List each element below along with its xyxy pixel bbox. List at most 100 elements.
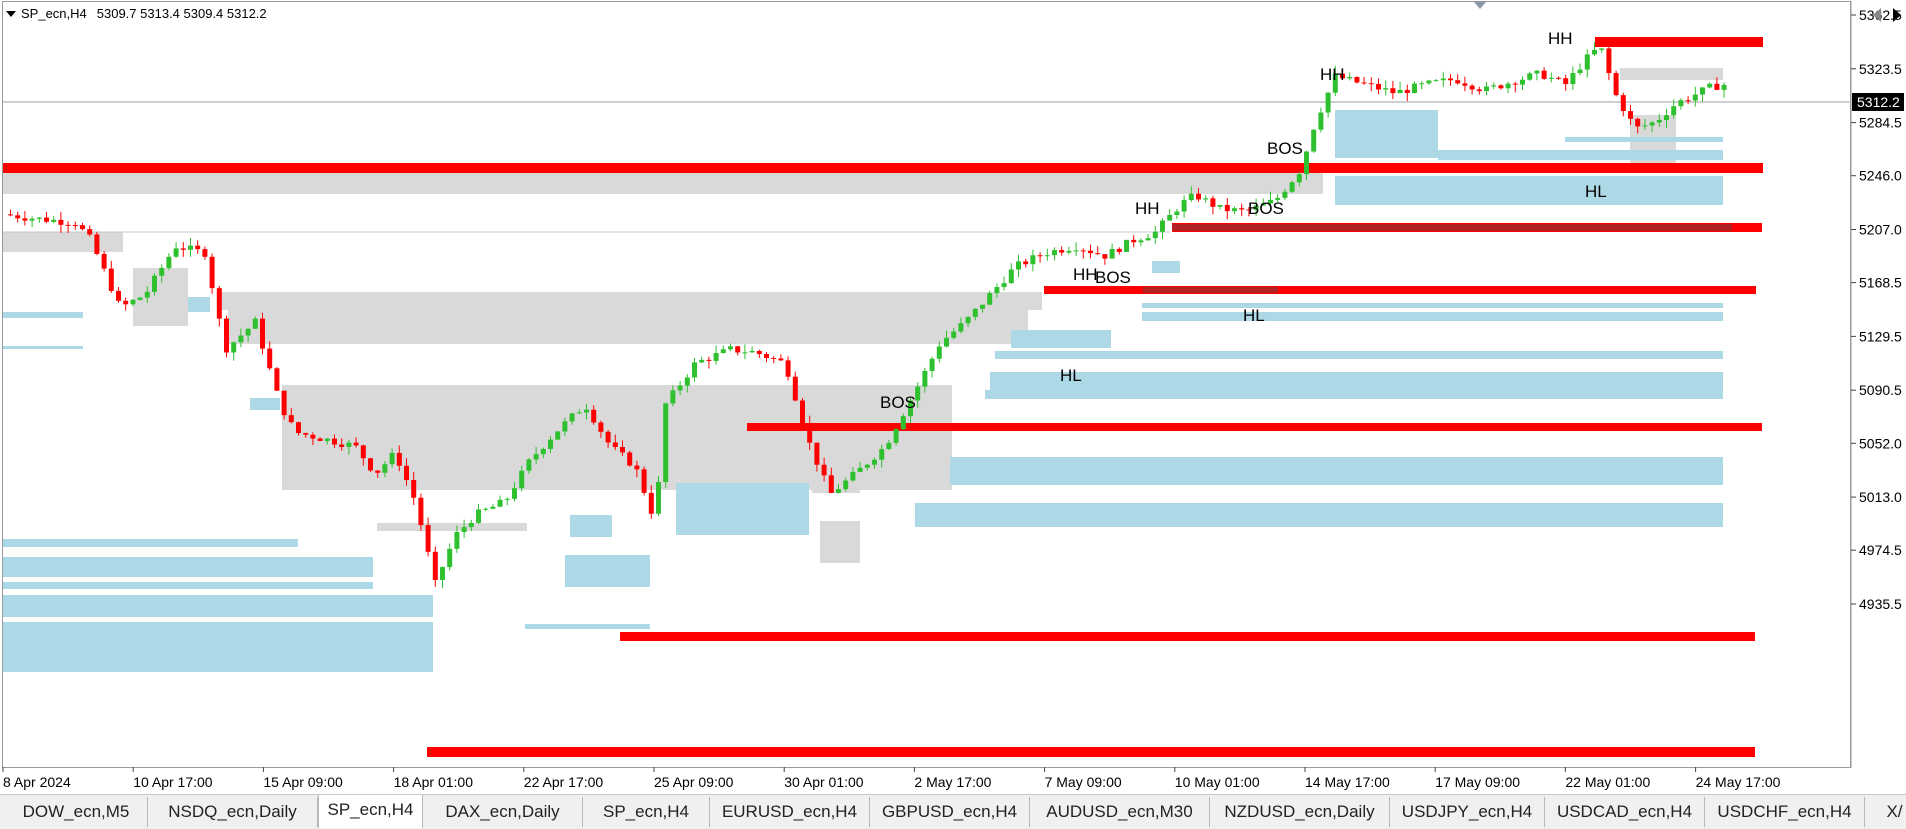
structure-level [1044,286,1756,294]
demand-zone [3,595,433,617]
candle-body [504,498,510,500]
candle-body [1404,89,1410,93]
candle-body [1448,78,1453,81]
price-tick-label: 5052.0 [1859,435,1902,451]
candle-body [1613,73,1619,96]
candle-body [584,409,589,413]
candle-body [339,444,345,448]
menu-triangle-icon[interactable] [6,10,16,17]
demand-zone [985,390,1723,399]
candle-body [987,293,993,305]
tab-usdchf-ecn-h4[interactable]: USDCHF_ecn,H4 [1705,797,1865,827]
tab-audusd-ecn-m30[interactable]: AUDUSD_ecn,M30 [1030,797,1210,827]
tab-eurusd-ecn-h4[interactable]: EURUSD_ecn,H4 [710,797,870,827]
candle-body [1635,118,1641,127]
candle-body [1563,78,1569,85]
candle-body [1390,88,1396,94]
time-tick-label: 24 May 17:00 [1696,774,1781,790]
candle-body [1095,253,1101,255]
structure-level [3,163,1763,173]
structure-label-bos: BOS [1267,139,1303,158]
price-tick-label: 5168.5 [1859,275,1902,291]
candle-body [576,412,582,414]
candle-body [36,217,42,219]
tab-scroll-right-icon[interactable] [1893,8,1901,22]
tab-gbpusd-ecn-h4[interactable]: GBPUSD_ecn,H4 [870,797,1030,827]
candle-body [454,531,460,549]
supply-zone [820,521,860,563]
candle-body [209,256,215,289]
demand-zone [3,539,298,547]
candle-body [108,268,114,291]
current-price-label: 5312.2 [1857,94,1900,110]
candle-body [620,446,625,453]
candle-body [1131,239,1137,243]
candle-body [180,248,186,250]
candle-body [1037,255,1043,257]
candle-body [310,434,316,439]
candle-body [1203,198,1209,200]
candle-body [317,438,323,441]
candle-body [900,416,906,430]
candle-body [1260,203,1266,206]
demand-zone [1142,303,1723,308]
candle-body [195,245,201,250]
candle-body [1304,151,1309,175]
tab-sp-ecn-h4[interactable]: SP_ecn,H4 [583,797,710,827]
candle-body [1044,255,1050,257]
candle-body [303,433,309,435]
demand-zone [188,297,210,312]
candle-body [346,442,352,448]
candle-body [1311,129,1317,152]
candle-body [1548,77,1554,79]
structure-label-bos: BOS [1095,268,1131,287]
candle-body [756,350,762,355]
tab-dax-ecn-daily[interactable]: DAX_ecn,Daily [423,797,583,827]
candle-body [130,299,136,305]
candle-body [1534,70,1540,74]
structure-label-hl: HL [1243,306,1265,325]
candle-body [1412,83,1417,93]
candle-body [1124,239,1129,252]
candle-body [1138,240,1144,243]
demand-zone [950,457,1723,485]
tab-sp-ecn-h4[interactable]: SP_ecn,H4 [318,795,423,828]
candle-body [706,359,712,361]
candle-body [382,464,388,473]
candle-body [850,471,856,481]
demand-zone [3,622,433,672]
candle-body [1469,85,1475,90]
structure-level [620,632,1755,641]
candle-body [692,362,697,378]
tab-scroll-left-icon[interactable] [1873,8,1881,22]
demand-zone [1142,312,1723,321]
candle-body [274,368,280,391]
candle-body [843,480,849,490]
candle-body [1700,87,1705,95]
candle-body [807,423,813,443]
current-price-tag [1852,93,1904,111]
tab-nsdq-ecn-daily[interactable]: NSDQ_ecn,Daily [148,797,318,827]
candle-body [1383,88,1389,90]
structure-level-dark [1172,224,1732,231]
tab-usdjpy-ecn-h4[interactable]: USDJPY_ecn,H4 [1390,797,1545,827]
candle-body [1462,83,1468,86]
chart-symbol: SP_ecn,H4 [21,6,87,21]
candle-body [1685,100,1691,102]
tab-dow-ecn-m5[interactable]: DOW_ecn,M5 [5,797,148,827]
candle-body [893,429,899,443]
tab-usdcad-ecn-h4[interactable]: USDCAD_ecn,H4 [1545,797,1705,827]
structure-level [427,747,1755,757]
candle-body [598,422,604,432]
tab-x[interactable]: X/ [1865,797,1906,827]
candle-body [1520,79,1525,85]
tab-nzdusd-ecn-daily[interactable]: NZDUSD_ecn,Daily [1210,797,1390,827]
price-tick-label: 5207.0 [1859,221,1902,237]
candle-body [245,328,251,336]
candle-body [1102,254,1108,259]
candle-body [1678,100,1684,107]
time-tick-label: 17 May 09:00 [1435,774,1520,790]
candle-body [101,253,107,269]
candle-body [1210,198,1216,207]
